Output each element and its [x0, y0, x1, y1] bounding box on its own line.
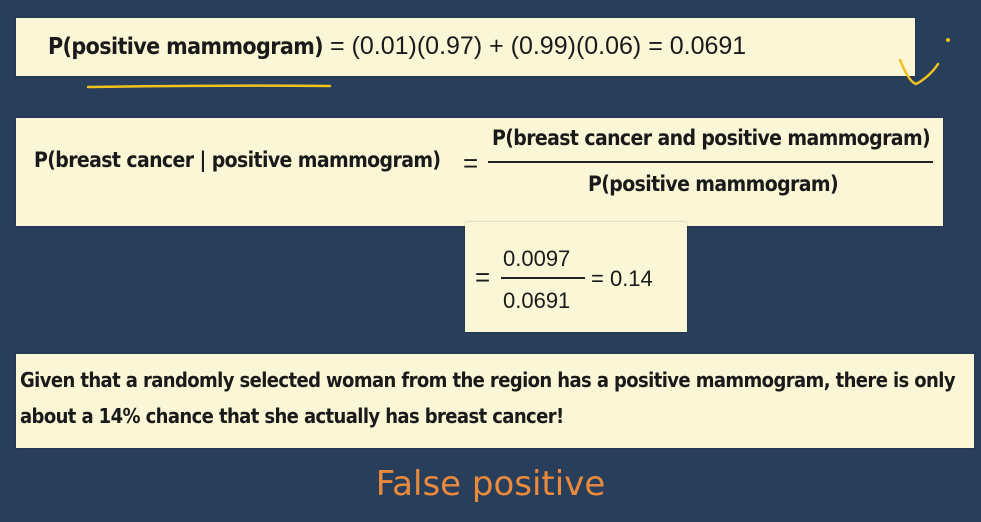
explanation-line-2: about a 14% chance that she actually has…	[20, 404, 564, 428]
equation-card-result: = 0.0097 0.0691 = 0.14	[465, 222, 687, 332]
equation-card-prior: P(positive mammogram) = (0.01)(0.97) + (…	[16, 18, 915, 76]
underline-annotation	[86, 84, 332, 89]
explanation-line-1: Given that a randomly selected woman fro…	[20, 368, 956, 392]
total-probability-equation: P(positive mammogram) = (0.01)(0.97) + (…	[48, 32, 746, 61]
equals-sign: =	[463, 148, 479, 178]
equation-card-bayes: P(breast cancer | positive mammogram) = …	[16, 118, 943, 226]
conditional-probability-lhs: P(breast cancer | positive mammogram)	[34, 148, 441, 172]
result-numerator: 0.0097	[503, 246, 571, 271]
result-value: = 0.14	[591, 266, 653, 291]
fraction-denominator: P(positive mammogram)	[588, 172, 839, 196]
result-fraction-bar	[501, 277, 585, 279]
result-denominator: 0.0691	[503, 288, 571, 313]
positive-mammogram-term: P(positive mammogram)	[48, 34, 324, 60]
explanation-card: Given that a randomly selected woman fro…	[16, 354, 974, 448]
equals-sign-2: =	[475, 262, 491, 292]
pen-dot-annotation	[946, 38, 950, 42]
slide-title: False positive	[375, 464, 606, 504]
total-probability-rhs: = (0.01)(0.97) + (0.99)(0.06) = 0.0691	[329, 32, 747, 60]
fraction-bar	[488, 161, 933, 163]
explanation-text: Given that a randomly selected woman fro…	[20, 362, 970, 434]
fraction-numerator: P(breast cancer and positive mammogram)	[492, 126, 931, 150]
